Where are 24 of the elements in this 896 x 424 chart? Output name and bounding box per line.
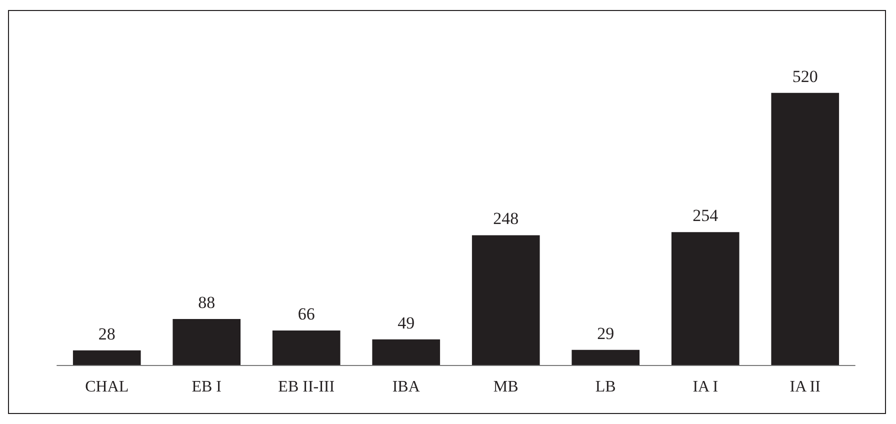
- bar: [572, 350, 640, 365]
- data-label: 66: [298, 304, 315, 324]
- bar: [172, 318, 241, 365]
- data-label: 88: [198, 292, 216, 312]
- data-label: 254: [692, 206, 719, 226]
- x-tick-label: IA I: [692, 378, 718, 396]
- x-tick-label: IA II: [790, 378, 820, 396]
- x-tick-label: LB: [595, 378, 616, 396]
- x-tick-label: IBA: [392, 378, 420, 396]
- bar: [771, 92, 840, 365]
- data-label: 49: [398, 313, 415, 332]
- x-tick-label: CHAL: [85, 378, 129, 396]
- data-label: 248: [493, 209, 519, 228]
- x-tick-label: EB I: [192, 378, 222, 396]
- bar: [272, 330, 340, 365]
- x-tick-label: EB II-III: [278, 378, 335, 396]
- bar: [72, 350, 141, 365]
- data-label: 28: [98, 324, 116, 344]
- bar: [372, 339, 440, 365]
- data-label: 29: [597, 324, 614, 343]
- data-label: 520: [792, 66, 818, 86]
- x-tick-label: MB: [493, 378, 518, 396]
- bar: [472, 235, 540, 365]
- bar: [671, 232, 740, 365]
